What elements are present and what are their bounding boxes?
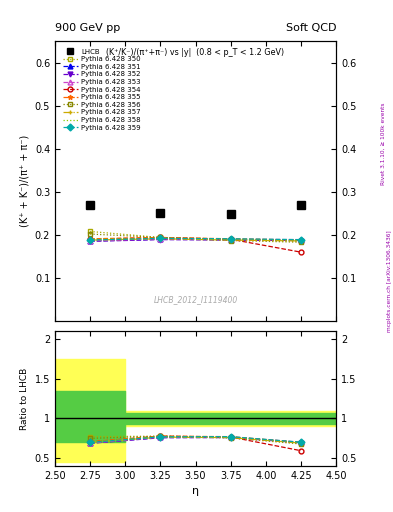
Line: Pythia 6.428 358: Pythia 6.428 358 [90,239,301,240]
Line: Pythia 6.428 350: Pythia 6.428 350 [88,229,303,244]
Pythia 6.428 358 [158,236,163,242]
Pythia 6.428 353 [299,237,303,243]
Y-axis label: (K⁺ + K⁻)/(π⁺ + π⁻): (K⁺ + K⁻)/(π⁺ + π⁻) [19,135,29,227]
LHCB [228,211,233,217]
Line: Pythia 6.428 354: Pythia 6.428 354 [88,235,303,254]
Line: Pythia 6.428 352: Pythia 6.428 352 [88,237,303,244]
Pythia 6.428 353 [228,236,233,242]
Pythia 6.428 355 [299,237,303,243]
Pythia 6.428 359 [228,236,233,242]
Text: (K⁺/K⁻)/(π⁺+π⁻) vs |y|  (0.8 < p_T < 1.2 GeV): (K⁺/K⁻)/(π⁺+π⁻) vs |y| (0.8 < p_T < 1.2 … [107,48,285,57]
Text: Rivet 3.1.10, ≥ 100k events: Rivet 3.1.10, ≥ 100k events [381,102,386,185]
Pythia 6.428 356 [228,238,233,244]
Line: LHCB: LHCB [86,201,305,219]
LHCB [158,210,163,217]
Line: Pythia 6.428 356: Pythia 6.428 356 [88,231,303,245]
Pythia 6.428 351 [88,238,92,244]
Pythia 6.428 357 [299,238,303,244]
Pythia 6.428 356 [88,231,92,237]
Legend: LHCB, Pythia 6.428 350, Pythia 6.428 351, Pythia 6.428 352, Pythia 6.428 353, Py: LHCB, Pythia 6.428 350, Pythia 6.428 351… [61,47,142,132]
Pythia 6.428 355 [88,236,92,242]
Pythia 6.428 352 [299,238,303,244]
Pythia 6.428 352 [88,238,92,244]
Text: 900 GeV pp: 900 GeV pp [55,23,120,33]
Pythia 6.428 351 [299,237,303,243]
Pythia 6.428 358 [228,236,233,242]
Pythia 6.428 355 [228,236,233,242]
Pythia 6.428 359 [158,236,163,242]
Pythia 6.428 357 [88,237,92,243]
Pythia 6.428 357 [228,237,233,243]
Pythia 6.428 354 [299,249,303,255]
Line: Pythia 6.428 351: Pythia 6.428 351 [88,237,303,243]
Pythia 6.428 357 [158,236,163,242]
Line: Pythia 6.428 359: Pythia 6.428 359 [88,236,303,243]
Line: Pythia 6.428 355: Pythia 6.428 355 [88,235,303,243]
Pythia 6.428 355 [158,234,163,241]
Pythia 6.428 356 [158,234,163,241]
Pythia 6.428 358 [299,237,303,243]
Pythia 6.428 350 [158,234,163,241]
Pythia 6.428 354 [88,236,92,242]
X-axis label: η: η [192,486,199,496]
Text: LHCB_2012_I1119400: LHCB_2012_I1119400 [153,295,238,304]
LHCB [299,202,303,208]
Pythia 6.428 356 [299,239,303,245]
Text: mcplots.cern.ch [arXiv:1306.3436]: mcplots.cern.ch [arXiv:1306.3436] [387,231,391,332]
Line: Pythia 6.428 353: Pythia 6.428 353 [88,237,303,243]
Pythia 6.428 350 [228,236,233,242]
Pythia 6.428 354 [228,236,233,242]
Pythia 6.428 352 [228,237,233,243]
Pythia 6.428 359 [299,237,303,243]
Text: Soft QCD: Soft QCD [286,23,336,33]
Pythia 6.428 350 [88,228,92,234]
Line: Pythia 6.428 357: Pythia 6.428 357 [88,237,303,243]
Pythia 6.428 353 [158,236,163,242]
Pythia 6.428 351 [228,237,233,243]
Pythia 6.428 354 [158,234,163,241]
LHCB [88,202,92,208]
Pythia 6.428 359 [88,237,92,243]
Pythia 6.428 358 [88,236,92,242]
Pythia 6.428 352 [158,237,163,243]
Pythia 6.428 351 [158,236,163,242]
Pythia 6.428 353 [88,238,92,244]
Y-axis label: Ratio to LHCB: Ratio to LHCB [20,368,29,430]
Pythia 6.428 350 [299,238,303,244]
